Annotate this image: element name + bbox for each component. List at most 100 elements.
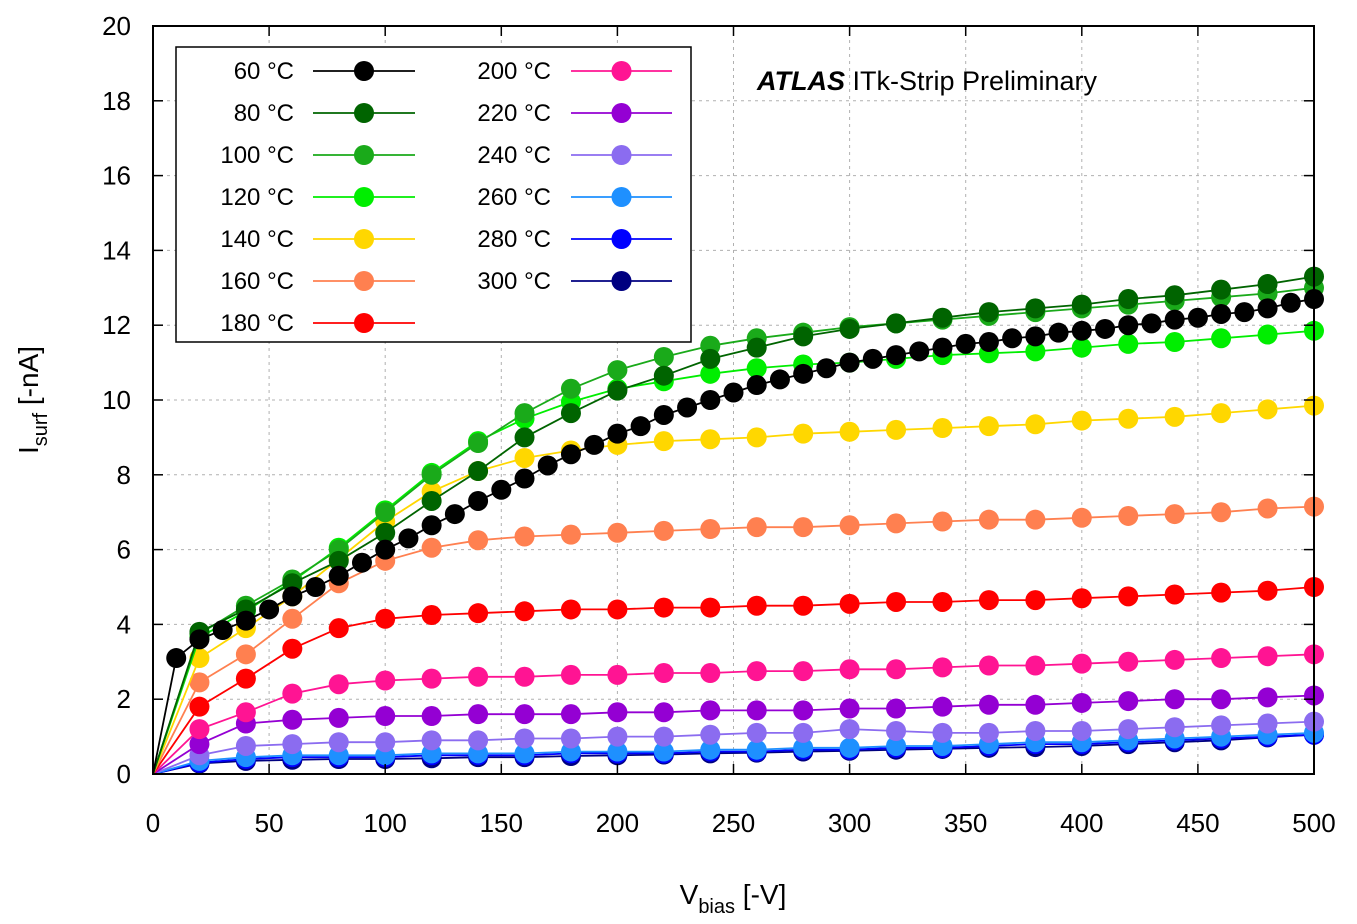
series-200c: [152, 644, 1324, 775]
data-point: [839, 421, 860, 442]
data-point: [421, 464, 442, 485]
series-60c: [152, 289, 1324, 775]
data-point: [839, 698, 860, 719]
data-point: [1118, 315, 1139, 336]
data-point: [862, 348, 883, 369]
data-point: [1211, 689, 1232, 710]
data-point: [932, 307, 953, 328]
data-point: [607, 423, 628, 444]
x-tick-label: 500: [1292, 808, 1335, 838]
data-point: [1257, 713, 1278, 734]
data-point: [189, 734, 210, 755]
legend-item: 220 °C: [477, 100, 672, 127]
x-tick-label: 400: [1060, 808, 1103, 838]
legend-swatch-marker: [354, 61, 374, 81]
legend: 60 °C 80 °C 100 °C 120 °C 140 °C 160 °C 180 °C…: [175, 46, 692, 343]
data-point: [978, 332, 999, 353]
y-axis-title: Isurf [-nA]: [13, 346, 52, 454]
data-point: [607, 702, 628, 723]
data-point: [1071, 692, 1092, 713]
data-point: [560, 444, 581, 465]
data-point: [560, 524, 581, 545]
data-point: [514, 601, 535, 622]
data-point: [653, 663, 674, 684]
data-point: [932, 696, 953, 717]
series-160c: [152, 496, 1324, 775]
data-point: [1187, 307, 1208, 328]
data-point: [514, 666, 535, 687]
legend-label: 260 °C: [477, 184, 551, 211]
data-point: [793, 661, 814, 682]
data-point: [1095, 318, 1116, 339]
data-point: [746, 337, 767, 358]
legend-item: 180 °C: [220, 310, 415, 337]
legend-swatch-marker: [611, 229, 632, 249]
legend-label: 160 °C: [220, 268, 294, 295]
axis-ticks: 0 50 100 150 200 250 300 350 400 450 500 0 2 4 6 8 10 12 1…: [102, 11, 1336, 838]
y-axis-title-sub: surf: [30, 412, 52, 446]
data-point: [1257, 298, 1278, 319]
data-point: [1164, 406, 1185, 427]
annotation-rest: ITk-Strip Preliminary: [845, 66, 1098, 96]
data-point: [700, 348, 721, 369]
data-point: [468, 433, 489, 454]
data-point: [328, 674, 349, 695]
data-point: [468, 704, 489, 725]
data-point: [978, 655, 999, 676]
x-axis-title-sub: bias: [698, 896, 735, 918]
legend-swatch-marker: [354, 313, 374, 333]
data-point: [375, 670, 396, 691]
data-point: [1280, 292, 1301, 313]
y-tick-label: 12: [102, 310, 131, 340]
data-point: [793, 363, 814, 384]
data-point: [653, 741, 674, 762]
data-point: [375, 502, 396, 523]
legend-swatch-marker: [611, 61, 632, 81]
data-point: [1211, 502, 1232, 523]
data-point: [491, 479, 512, 500]
x-tick-label: 350: [944, 808, 987, 838]
data-point: [282, 734, 303, 755]
data-point: [189, 672, 210, 693]
data-point: [1025, 720, 1046, 741]
data-point: [514, 526, 535, 547]
data-point: [653, 597, 674, 618]
legend-item: 240 °C: [477, 142, 672, 169]
data-point: [235, 644, 256, 665]
legend-item: 80 °C: [234, 100, 415, 127]
data-point: [1118, 691, 1139, 712]
legend-label: 100 °C: [220, 142, 294, 169]
legend-item: 60 °C: [234, 58, 415, 85]
data-point: [746, 595, 767, 616]
data-point: [259, 599, 280, 620]
data-point: [351, 552, 372, 573]
x-axis-title-main: V: [680, 879, 699, 910]
legend-item: 260 °C: [477, 184, 672, 211]
x-tick-label: 50: [255, 808, 284, 838]
data-point: [793, 595, 814, 616]
data-point: [1164, 689, 1185, 710]
x-tick-label: 250: [712, 808, 755, 838]
data-point: [1211, 648, 1232, 669]
data-point: [839, 593, 860, 614]
data-point: [793, 722, 814, 743]
data-point: [886, 345, 907, 366]
data-point: [1071, 337, 1092, 358]
legend-item: 120 °C: [220, 184, 415, 211]
data-point: [1071, 653, 1092, 674]
data-point: [886, 659, 907, 680]
data-point: [282, 638, 303, 659]
data-point: [1211, 279, 1232, 300]
data-point: [1118, 586, 1139, 607]
data-point: [886, 513, 907, 534]
y-axis-title-main: I: [13, 446, 44, 454]
legend-swatch-marker: [611, 145, 632, 165]
data-point: [560, 704, 581, 725]
data-point: [514, 403, 535, 424]
legend-item: 140 °C: [220, 226, 415, 253]
legend-item: 200 °C: [477, 58, 672, 85]
data-point: [653, 520, 674, 541]
data-point: [1025, 590, 1046, 611]
data-point: [305, 577, 326, 597]
data-point: [700, 663, 721, 684]
